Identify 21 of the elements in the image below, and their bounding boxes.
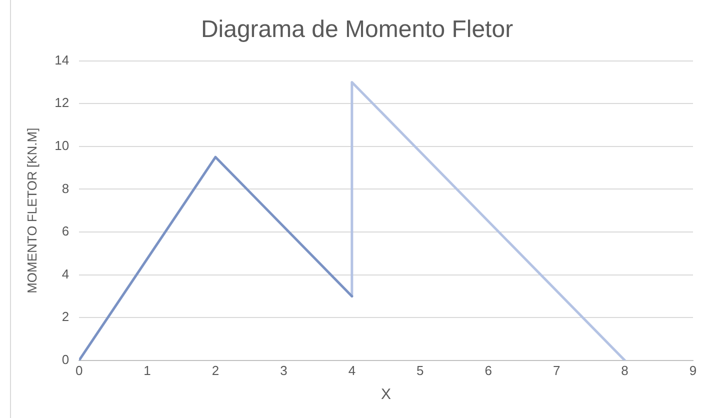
y-tick-label: 4 bbox=[62, 266, 70, 282]
x-tick-label: 9 bbox=[689, 362, 697, 378]
x-tick-label: 8 bbox=[621, 362, 628, 378]
x-tick-label: 5 bbox=[416, 362, 424, 378]
y-tick-label: 8 bbox=[62, 180, 70, 196]
x-tick-label: 6 bbox=[484, 362, 492, 378]
x-tick-label: 4 bbox=[348, 362, 356, 378]
y-axis-title: MOMENTO FLETOR [KN.M] bbox=[24, 128, 40, 294]
y-tick-label: 14 bbox=[54, 52, 70, 68]
y-tick-label: 6 bbox=[62, 224, 70, 239]
y-tick-label: 12 bbox=[54, 95, 70, 110]
x-tick-label: 7 bbox=[552, 362, 560, 378]
y-tick-label: 2 bbox=[62, 309, 70, 324]
x-tick-label: 3 bbox=[280, 362, 288, 378]
y-tick-label: 10 bbox=[54, 138, 70, 153]
y-tick-label: 0 bbox=[62, 352, 70, 367]
x-tick-label: 1 bbox=[144, 362, 151, 378]
x-axis-title: X bbox=[381, 386, 392, 404]
chart-title: Diagrama de Momento Fletor bbox=[200, 16, 514, 44]
x-tick-label: 2 bbox=[212, 362, 220, 378]
x-tick-label: 0 bbox=[75, 362, 83, 378]
